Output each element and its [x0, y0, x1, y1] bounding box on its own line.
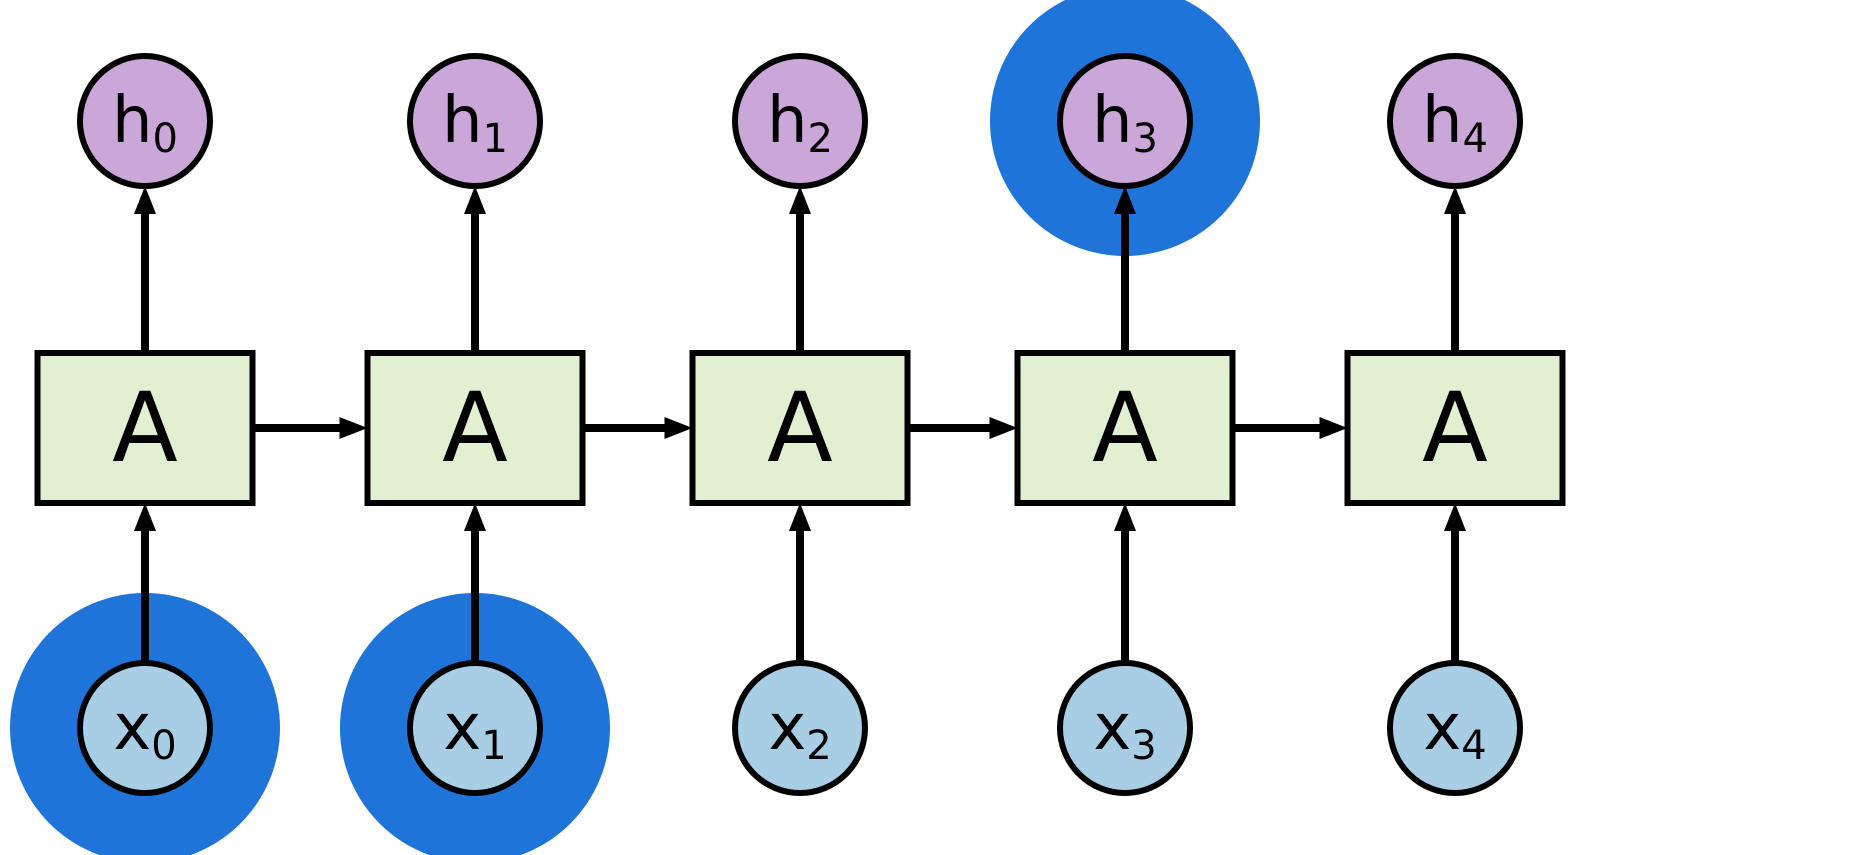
- output-label-1-sub: 1: [483, 116, 508, 162]
- input-label-0-sub: 0: [151, 723, 176, 769]
- input-label-0-base: x: [113, 691, 151, 765]
- output-label-2-base: h: [767, 84, 808, 158]
- output-label-4-sub: 4: [1463, 116, 1488, 162]
- rnn-diagram: Ah0x0Ah1x1Ah2x2Ah3x3Ah4x4: [0, 0, 1855, 855]
- input-label-4-base: x: [1423, 691, 1461, 765]
- cell-1: A: [368, 353, 583, 503]
- output-label-1-base: h: [442, 84, 483, 158]
- input-label-3-base: x: [1093, 691, 1131, 765]
- arrow-cell-to-h1: [464, 186, 486, 353]
- h-arrow-0: [253, 417, 368, 439]
- cell-3: A: [1018, 353, 1233, 503]
- output-node-0: h0: [80, 56, 210, 186]
- cell-label-0: A: [112, 372, 178, 484]
- cell-4: A: [1348, 353, 1563, 503]
- output-node-4: h4: [1390, 56, 1520, 186]
- input-node-3: x3: [1060, 663, 1190, 793]
- arrow-x4-to-cell: [1444, 503, 1466, 663]
- arrow-cell-to-h2: [789, 186, 811, 353]
- output-label-4-base: h: [1422, 84, 1463, 158]
- arrow-cell-to-h3: [1114, 186, 1136, 353]
- h-arrow-1: [583, 417, 693, 439]
- output-node-1: h1: [410, 56, 540, 186]
- arrow-cell-to-h0: [134, 186, 156, 353]
- cell-label-4: A: [1422, 372, 1488, 484]
- arrow-x3-to-cell: [1114, 503, 1136, 663]
- cell-label-2: A: [767, 372, 833, 484]
- input-label-1-sub: 1: [481, 723, 506, 769]
- h-arrow-3: [1233, 417, 1348, 439]
- arrow-cell-to-h4: [1444, 186, 1466, 353]
- cell-label-3: A: [1092, 372, 1158, 484]
- input-label-4-sub: 4: [1461, 723, 1486, 769]
- output-label-3-sub: 3: [1133, 116, 1158, 162]
- output-label-0-sub: 0: [153, 116, 178, 162]
- cell-label-1: A: [442, 372, 508, 484]
- input-node-1: x1: [410, 663, 540, 793]
- output-label-2-sub: 2: [808, 116, 833, 162]
- output-node-3: h3: [1060, 56, 1190, 186]
- input-label-2-sub: 2: [806, 723, 831, 769]
- input-node-2: x2: [735, 663, 865, 793]
- output-node-2: h2: [735, 56, 865, 186]
- output-label-3-base: h: [1092, 84, 1133, 158]
- input-label-3-sub: 3: [1131, 723, 1156, 769]
- h-arrow-2: [908, 417, 1018, 439]
- output-label-0-base: h: [112, 84, 153, 158]
- input-label-1-base: x: [443, 691, 481, 765]
- input-node-0: x0: [80, 663, 210, 793]
- cell-2: A: [693, 353, 908, 503]
- input-label-2-base: x: [768, 691, 806, 765]
- arrow-x2-to-cell: [789, 503, 811, 663]
- input-node-4: x4: [1390, 663, 1520, 793]
- cell-0: A: [38, 353, 253, 503]
